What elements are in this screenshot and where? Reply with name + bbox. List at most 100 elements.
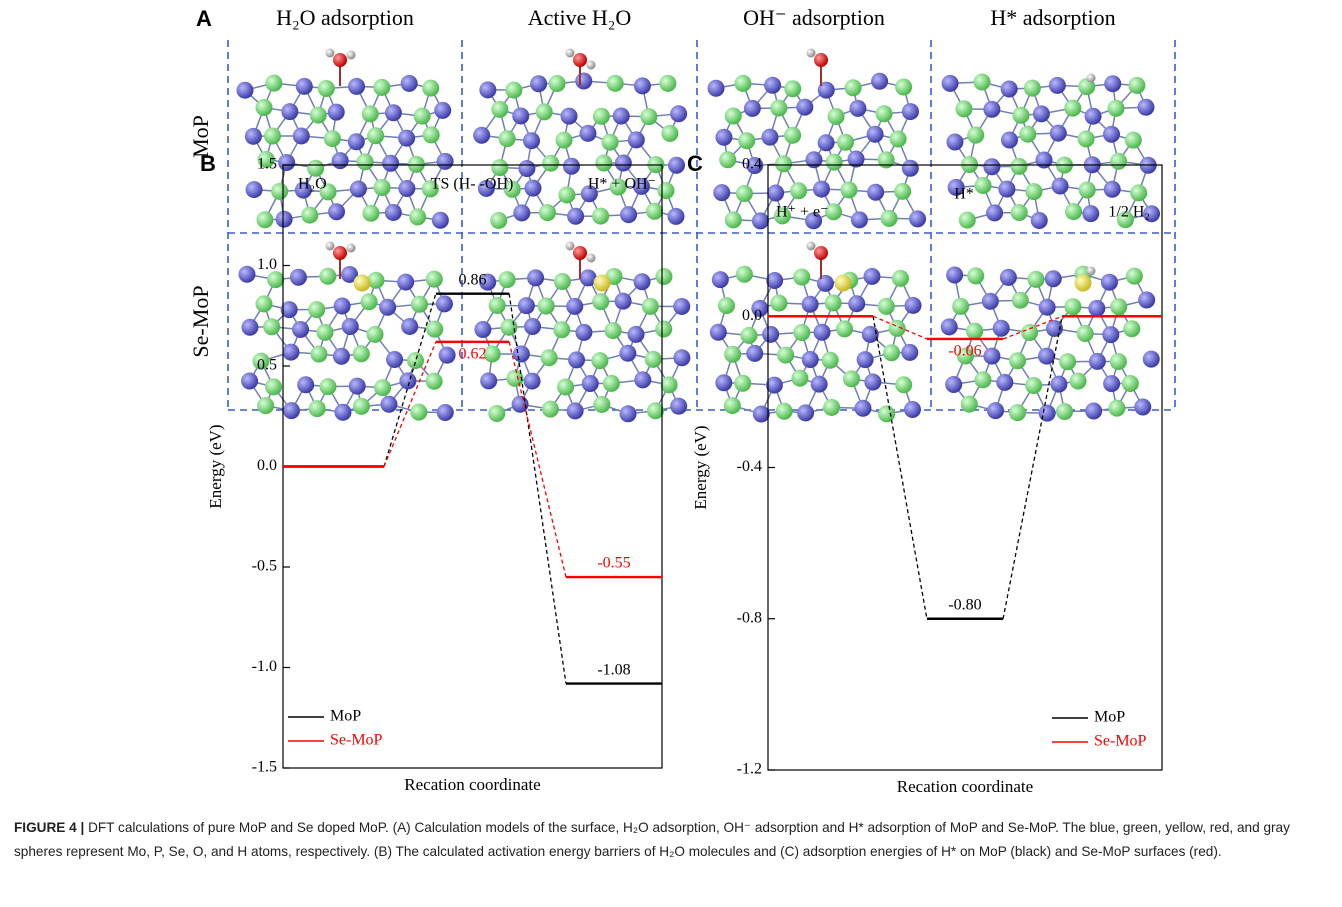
- atom: [668, 157, 685, 174]
- atom: [541, 349, 558, 366]
- atom: [889, 320, 906, 337]
- atom: [983, 348, 1000, 365]
- atom: [367, 127, 384, 144]
- y-tick-label: 0.5: [257, 357, 277, 374]
- atom: [738, 132, 755, 149]
- atom: [310, 346, 327, 363]
- atom: [996, 374, 1013, 391]
- atom: [736, 185, 753, 202]
- atom: [946, 267, 963, 284]
- atom: [974, 371, 991, 388]
- atom: [439, 347, 456, 364]
- atom: [348, 78, 365, 95]
- atom: [319, 268, 336, 285]
- column-header: H* adsorption: [990, 5, 1115, 30]
- row-header: Se-MoP: [188, 285, 213, 357]
- atom: [499, 130, 516, 147]
- atom: [263, 318, 280, 335]
- atom: [895, 376, 912, 393]
- atom: [941, 318, 958, 335]
- atom: [883, 344, 900, 361]
- atom: [265, 378, 282, 395]
- atom: [1033, 105, 1050, 122]
- atom: [836, 320, 853, 337]
- atom: [1137, 99, 1154, 116]
- atom: [1079, 182, 1096, 199]
- atom: [1110, 353, 1127, 370]
- atom: [1126, 268, 1143, 285]
- atom: [575, 73, 592, 90]
- atom: [549, 75, 566, 92]
- atom: [710, 324, 727, 341]
- atom: [1039, 299, 1056, 316]
- atom: [490, 212, 507, 229]
- atom: [975, 177, 992, 194]
- atom: [642, 298, 659, 315]
- y-tick-label: -1.2: [737, 761, 762, 778]
- atom: [353, 345, 370, 362]
- atom: [892, 270, 909, 287]
- atom: [734, 375, 751, 392]
- atom: [615, 155, 632, 172]
- atom: [814, 53, 828, 67]
- atom: [524, 318, 541, 335]
- atom: [437, 404, 454, 421]
- atom: [558, 186, 575, 203]
- atom: [1087, 74, 1096, 83]
- atom: [796, 99, 813, 116]
- atom: [766, 272, 783, 289]
- atom: [1108, 100, 1125, 117]
- atom: [770, 295, 787, 312]
- x-axis-label: Recation coordinate: [404, 775, 540, 794]
- atom: [568, 351, 585, 368]
- atom: [657, 182, 674, 199]
- y-tick-label: 1.5: [257, 156, 277, 173]
- atom: [542, 401, 559, 418]
- atom: [634, 273, 651, 290]
- atom: [301, 207, 318, 224]
- atom: [290, 269, 307, 286]
- atom: [605, 322, 622, 339]
- atom: [822, 352, 839, 369]
- atom: [987, 402, 1004, 419]
- y-tick-label: -1.5: [252, 759, 277, 776]
- atom: [1024, 80, 1041, 97]
- atom: [367, 326, 384, 343]
- atom: [752, 212, 769, 229]
- column-header: OH⁻ adsorption: [743, 5, 885, 30]
- atom: [967, 267, 984, 284]
- atom: [423, 126, 440, 143]
- atom: [401, 75, 418, 92]
- atom: [499, 271, 516, 288]
- structure-model: [710, 242, 922, 423]
- structure-model: [474, 242, 690, 423]
- atom: [942, 75, 959, 92]
- atom: [1050, 376, 1067, 393]
- atom: [627, 326, 644, 343]
- atom: [843, 370, 860, 387]
- connector: [509, 294, 566, 684]
- atom: [513, 345, 530, 362]
- caption-label: FIGURE 4 |: [14, 820, 84, 835]
- atom: [512, 107, 529, 124]
- atom: [818, 134, 835, 151]
- atom: [878, 405, 895, 422]
- atom: [380, 396, 397, 413]
- atom: [1125, 132, 1142, 149]
- atom: [296, 78, 313, 95]
- x-axis-label: Recation coordinate: [897, 777, 1033, 796]
- atom: [802, 296, 819, 313]
- atom: [784, 127, 801, 144]
- atom: [814, 246, 828, 260]
- atom: [408, 156, 425, 173]
- atom: [557, 378, 574, 395]
- atom: [646, 203, 663, 220]
- atom: [862, 326, 879, 343]
- atom: [1102, 326, 1119, 343]
- atom: [293, 127, 310, 144]
- atom: [505, 82, 522, 99]
- atom: [807, 242, 816, 251]
- atom: [849, 100, 866, 117]
- legend-label: MoP: [330, 708, 361, 725]
- atom: [640, 108, 657, 125]
